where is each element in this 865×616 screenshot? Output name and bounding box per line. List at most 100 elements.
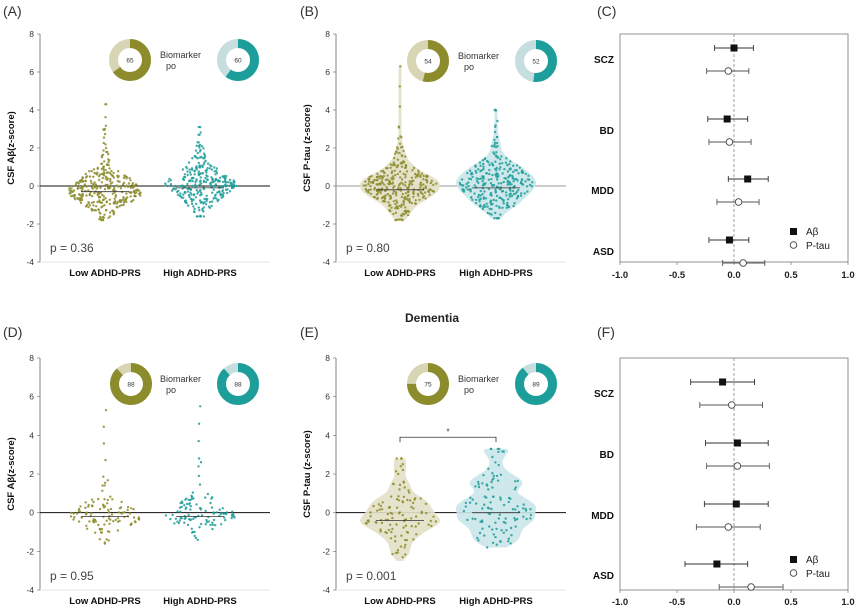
data-point	[182, 193, 185, 196]
data-point	[514, 525, 517, 528]
panel-B: (B) 8 6 4 2 0 -2 -4 CSF P-tau (z-score) Low ADHD-…	[300, 3, 566, 279]
y-tick-label: -2	[26, 546, 34, 556]
data-point	[108, 198, 112, 201]
data-point	[495, 543, 498, 546]
data-point	[495, 173, 498, 176]
legend-marker-ptau	[789, 241, 798, 249]
data-point	[486, 205, 489, 208]
data-point	[477, 539, 480, 542]
data-point	[122, 201, 126, 204]
data-point	[99, 201, 102, 204]
data-point	[474, 517, 477, 521]
data-point	[487, 161, 490, 164]
data-point	[176, 510, 179, 513]
data-point	[394, 202, 397, 206]
data-point	[228, 178, 232, 182]
data-point	[215, 171, 219, 175]
data-point	[98, 199, 101, 202]
data-point	[405, 538, 408, 542]
data-point	[392, 186, 395, 189]
data-point	[499, 213, 502, 216]
data-point	[372, 180, 375, 183]
data-point	[478, 161, 482, 164]
estimate-abeta	[744, 175, 752, 183]
data-point	[524, 172, 527, 175]
swarm-1	[462, 447, 533, 549]
data-point	[515, 517, 519, 521]
data-point	[194, 536, 198, 540]
x-category-label: Low ADHD-PRS	[69, 596, 140, 607]
data-point	[402, 149, 405, 153]
p-value: p = 0.95	[50, 569, 94, 583]
data-point	[77, 509, 81, 513]
data-point	[206, 492, 210, 496]
data-point	[107, 216, 110, 219]
donut-arc-0	[407, 363, 449, 405]
data-point	[187, 204, 190, 207]
data-point	[87, 201, 90, 205]
data-point	[90, 498, 94, 501]
data-point	[483, 157, 486, 161]
data-point	[219, 192, 222, 195]
panel-label: (B)	[300, 3, 319, 19]
data-point	[174, 517, 178, 520]
data-point	[191, 180, 194, 183]
data-point	[103, 204, 106, 207]
data-point	[164, 514, 168, 517]
data-point	[513, 488, 517, 491]
data-point	[388, 523, 392, 526]
data-point	[482, 175, 485, 178]
data-point	[470, 196, 473, 199]
data-point	[208, 200, 212, 204]
row-label-asd: ASD	[593, 571, 614, 582]
data-point	[103, 484, 106, 487]
data-point	[88, 193, 92, 197]
data-point	[423, 191, 427, 194]
data-point	[498, 196, 501, 200]
data-point	[126, 185, 130, 188]
data-point	[71, 185, 74, 188]
data-point	[424, 197, 427, 200]
data-point	[207, 205, 211, 208]
data-point	[166, 184, 169, 188]
data-point	[212, 188, 215, 191]
donut-value-1: 89	[532, 382, 540, 389]
data-point	[510, 183, 513, 186]
data-point	[510, 534, 513, 537]
data-point	[188, 195, 191, 199]
data-point	[466, 188, 470, 191]
data-point	[96, 166, 100, 169]
data-point	[410, 505, 413, 509]
violin-body-1	[456, 448, 536, 548]
data-point	[493, 130, 497, 134]
data-point	[379, 528, 382, 531]
data-point	[502, 198, 505, 202]
estimate-ptau	[734, 198, 743, 206]
data-point	[197, 141, 200, 144]
data-point	[491, 472, 494, 475]
data-point	[92, 500, 95, 504]
data-point	[102, 216, 106, 219]
data-point	[389, 203, 392, 207]
data-point	[490, 203, 493, 206]
data-point	[225, 181, 228, 184]
donut-legend-title: Biomarker	[458, 374, 499, 384]
y-tick-label: 2	[325, 143, 330, 153]
data-point	[504, 161, 508, 164]
data-point	[430, 524, 433, 528]
data-point	[117, 185, 120, 188]
p-value: p = 0.001	[346, 569, 397, 583]
data-point	[197, 474, 201, 478]
data-point	[381, 181, 384, 185]
data-point	[403, 546, 406, 549]
data-point	[362, 184, 365, 187]
data-point	[124, 198, 128, 201]
swarm-1	[164, 405, 236, 542]
data-point	[389, 163, 392, 166]
y-tick-label: 8	[325, 353, 330, 363]
data-point	[364, 184, 368, 187]
data-point	[375, 183, 378, 186]
data-point	[412, 192, 415, 195]
data-point	[198, 526, 201, 529]
data-point	[404, 164, 408, 167]
